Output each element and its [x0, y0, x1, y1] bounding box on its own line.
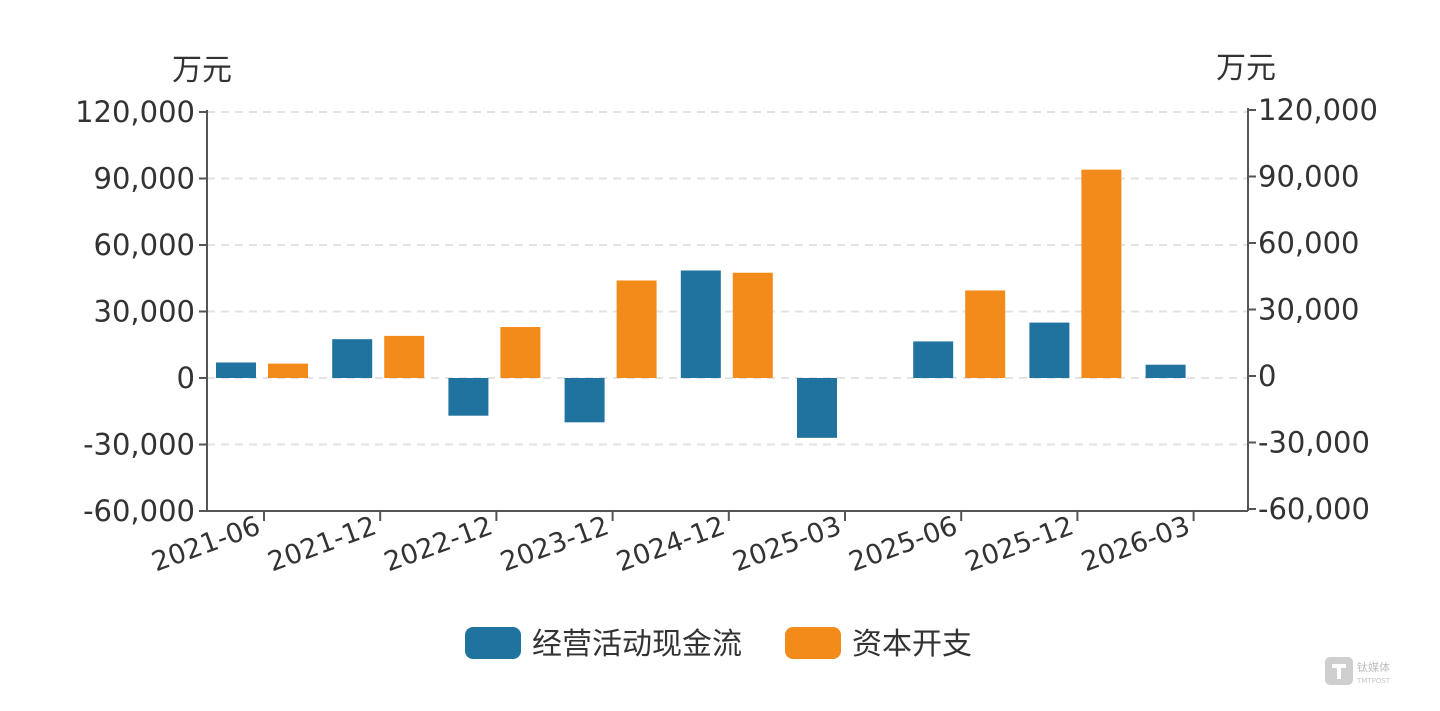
- right-tick-label: 90,000: [1258, 160, 1359, 194]
- right-tick-label: -60,000: [1258, 492, 1370, 526]
- legend-swatch-capex: [785, 627, 841, 659]
- right-tick-label: 0: [1258, 359, 1276, 393]
- bar-capex-2025-12: [1081, 169, 1122, 378]
- right-tick-label: 120,000: [1258, 93, 1378, 127]
- left-tick-label: 0: [177, 361, 195, 395]
- legend: 经营活动现金流 资本开支: [465, 627, 972, 662]
- bar-capex-2021-06: [268, 363, 308, 378]
- bar-operating-cash-flow-2026-03: [1145, 364, 1186, 378]
- left-tick-label: 30,000: [94, 295, 195, 329]
- right-axis-ticks: 120,000 90,000 60,000 30,000 0 -30,000 -60,000: [1258, 93, 1378, 526]
- left-tick-label: -60,000: [83, 494, 195, 528]
- bar-operating-cash-flow-2021-06: [216, 362, 256, 378]
- bar-capex-2025-06: [965, 290, 1006, 378]
- bar-capex-2021-12: [384, 335, 425, 378]
- legend-label-capex: 资本开支: [852, 627, 972, 662]
- x-tick-label: 2025-12: [961, 510, 1078, 578]
- gridlines: [207, 111, 1248, 446]
- x-tick-label: 2022-12: [380, 510, 497, 578]
- left-tick-label: 90,000: [94, 162, 195, 196]
- left-axis-unit: 万元: [172, 53, 232, 88]
- watermark-logo: 钛媒体 TMTPOST: [1325, 655, 1405, 687]
- left-tick-label: 60,000: [94, 228, 195, 262]
- bars: [216, 169, 1186, 438]
- bar-operating-cash-flow-2024-12: [680, 270, 721, 378]
- x-tick-label: 2021-12: [264, 510, 381, 578]
- left-axis-ticks: 120,000 90,000 60,000 30,000 0 -30,000 -60,000: [75, 95, 195, 528]
- bar-operating-cash-flow-2025-12: [1029, 322, 1070, 378]
- bar-operating-cash-flow-2022-12: [448, 378, 489, 416]
- left-tick-label: -30,000: [83, 428, 195, 462]
- right-tick-label: 60,000: [1258, 226, 1359, 260]
- x-axis-ticks: 2021-06 2021-12 2022-12 2023-12 2024-12 2025-…: [148, 510, 1194, 578]
- x-tick-label: 2024-12: [613, 510, 730, 578]
- watermark-main: 钛媒体: [1357, 660, 1390, 674]
- bar-operating-cash-flow-2025-06: [913, 341, 954, 378]
- bar-operating-cash-flow-2023-12: [564, 378, 605, 423]
- watermark-sub: TMTPOST: [1356, 677, 1391, 685]
- bar-capex-2022-12: [500, 327, 541, 378]
- legend-label-operating-cash-flow: 经营活动现金流: [532, 627, 742, 662]
- left-tick-label: 120,000: [75, 95, 195, 129]
- x-tick-label: 2026-03: [1077, 510, 1194, 578]
- bar-operating-cash-flow-2025-03: [797, 378, 837, 438]
- x-tick-label: 2025-03: [729, 510, 846, 578]
- right-axis-unit: 万元: [1216, 51, 1276, 86]
- axes: [199, 108, 1256, 521]
- right-tick-label: 30,000: [1258, 293, 1359, 327]
- bar-capex-2023-12: [616, 280, 657, 378]
- legend-swatch-operating-cash-flow: [465, 627, 521, 659]
- x-tick-label: 2025-06: [845, 510, 962, 578]
- x-tick-label: 2023-12: [496, 510, 613, 578]
- bar-capex-2024-12: [732, 272, 773, 378]
- bar-operating-cash-flow-2021-12: [332, 339, 373, 378]
- right-tick-label: -30,000: [1258, 426, 1370, 460]
